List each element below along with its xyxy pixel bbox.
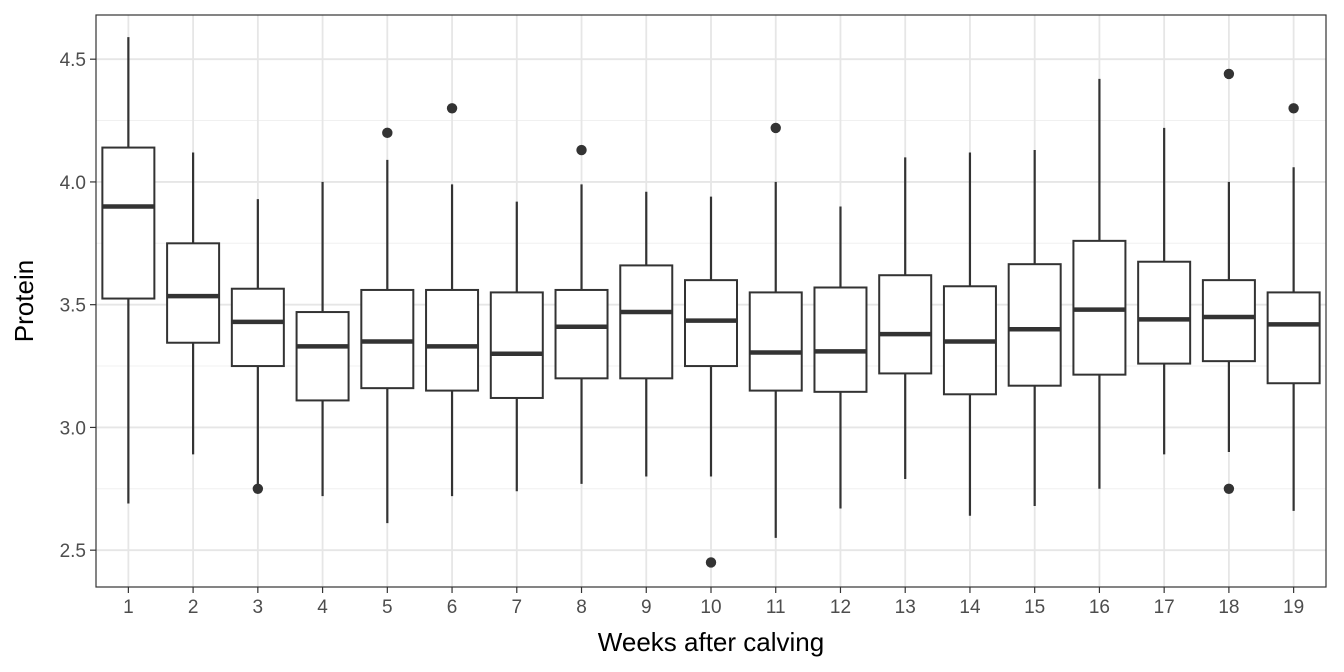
box-2 [166, 152, 221, 455]
x-axis: 1 2 3 4 5 6 7 8 9 10 11 12 13 14 15 16 17 18 19 [123, 587, 1304, 618]
x-tick-label: 18 [1218, 597, 1239, 618]
box-19 [1266, 103, 1321, 511]
box-5 [360, 127, 415, 524]
box-13 [878, 157, 933, 479]
box-series [101, 37, 1321, 568]
x-tick-label: 8 [576, 597, 587, 618]
outlier-point [1288, 103, 1299, 114]
box-17 [1137, 127, 1192, 455]
box-body [748, 291, 803, 392]
outlier-point [1223, 483, 1235, 495]
y-tick-label: 4.0 [60, 173, 86, 194]
box-1 [101, 37, 156, 504]
box-4 [295, 181, 350, 497]
x-tick-label: 13 [895, 597, 916, 618]
y-axis: 2.5 3.0 3.5 4.0 4.5 [60, 50, 96, 562]
outlier-point [770, 122, 781, 134]
box-9 [619, 191, 674, 477]
box-11 [748, 122, 803, 538]
box-12 [813, 206, 868, 509]
x-tick-label: 12 [830, 597, 851, 618]
box-6 [425, 103, 480, 497]
box-body [489, 291, 544, 399]
x-tick-label: 14 [959, 597, 981, 618]
y-tick-label: 3.5 [60, 296, 86, 317]
x-tick-label: 17 [1154, 597, 1175, 618]
box-10 [684, 196, 738, 568]
box-body [1201, 279, 1256, 363]
box-body [1137, 260, 1192, 365]
box-body [425, 288, 480, 392]
box-body [554, 288, 609, 380]
box-body [295, 311, 350, 402]
box-16 [1072, 78, 1127, 489]
x-tick-label: 16 [1089, 597, 1110, 618]
outlier-point [1223, 68, 1235, 80]
outlier-point [446, 103, 458, 114]
box-body [619, 264, 674, 380]
y-tick-label: 3.0 [60, 418, 86, 439]
x-tick-label: 15 [1024, 597, 1045, 618]
box-3 [230, 199, 285, 495]
x-axis-title: Weeks after calving [598, 627, 824, 657]
x-tick-label: 2 [188, 597, 199, 618]
box-14 [942, 152, 997, 516]
x-tick-label: 7 [512, 597, 523, 618]
x-tick-label: 5 [382, 597, 393, 618]
x-tick-label: 6 [447, 597, 458, 618]
outlier-point [382, 127, 393, 139]
outlier-point [252, 483, 264, 495]
box-body [813, 286, 868, 393]
box-body [360, 288, 415, 390]
box-18 [1201, 68, 1256, 495]
y-axis-title: Protein [9, 260, 39, 342]
box-body [1007, 263, 1062, 387]
outlier-point [705, 557, 717, 568]
y-tick-label: 4.5 [60, 50, 86, 71]
box-body [878, 274, 933, 375]
y-tick-label: 2.5 [60, 541, 86, 562]
box-body [230, 287, 285, 368]
x-tick-label: 11 [766, 597, 786, 618]
box-7 [489, 201, 544, 492]
x-tick-label: 4 [317, 597, 328, 618]
x-tick-label: 1 [123, 597, 134, 618]
x-tick-label: 9 [641, 597, 652, 618]
box-8 [554, 144, 609, 484]
outlier-point [576, 144, 587, 156]
x-tick-label: 3 [253, 597, 264, 618]
box-body [101, 146, 156, 300]
box-body [166, 242, 221, 344]
x-tick-label: 19 [1283, 597, 1304, 618]
box-body [684, 279, 738, 368]
box-body [1266, 291, 1321, 385]
x-tick-label: 10 [700, 597, 721, 618]
box-15 [1007, 150, 1062, 506]
